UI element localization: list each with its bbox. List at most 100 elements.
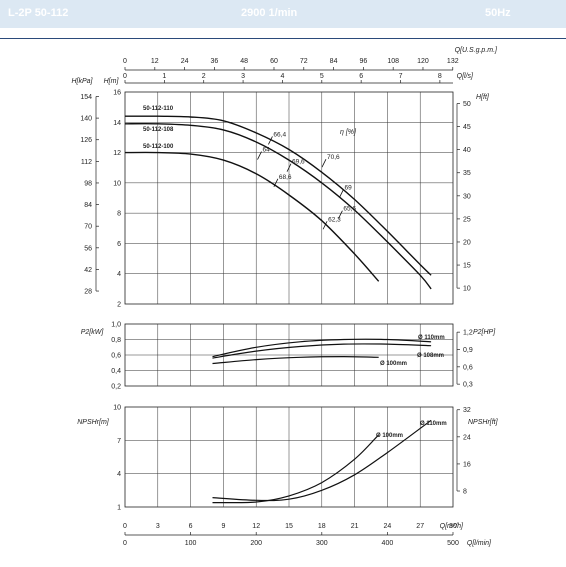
m3h-tick-label: 6 — [189, 523, 193, 530]
p2hp-axis-label: P2[HP] — [473, 329, 496, 336]
p2hp-tick-label: 0,9 — [463, 347, 473, 354]
kpa-tick-label: 84 — [84, 202, 92, 209]
hm-tick-label: 4 — [117, 271, 121, 278]
head-curve-label: 50-112-100 — [143, 144, 174, 150]
hm-tick-label: 12 — [113, 150, 121, 157]
kpa-tick-label: 112 — [81, 159, 92, 166]
kpa-tick-label: 154 — [80, 94, 92, 101]
p2kw-tick-label: 1,0 — [111, 322, 121, 329]
power-curve-Ø 100mm — [212, 355, 379, 365]
speed-title: 2900 1/min — [241, 7, 298, 19]
efficiency-mark — [273, 178, 279, 188]
efficiency-point-label: 65,6 — [343, 206, 356, 213]
hft-tick-label: 20 — [463, 239, 471, 246]
efficiency-mark — [257, 151, 262, 160]
kpa-tick-label: 98 — [84, 180, 92, 187]
header-rule — [0, 38, 566, 39]
npsh-curve-Ø 110mm — [212, 419, 432, 502]
ls-axis-label: Q[l/s] — [457, 73, 474, 80]
usgpm-tick-label: 36 — [210, 58, 218, 65]
hm-tick-label: 16 — [113, 90, 121, 97]
frequency-title: 50Hz — [485, 7, 511, 19]
power-curve-label: Ø 100mm — [380, 361, 407, 367]
ls-tick-label: 4 — [280, 73, 284, 80]
usgpm-tick-label: 60 — [270, 58, 278, 65]
header-bar: L-2P 50-112 2900 1/min 50Hz — [0, 0, 566, 28]
p2kw-tick-label: 0,6 — [111, 353, 121, 360]
usgpm-tick-label: 48 — [240, 58, 248, 65]
npsh-curve-Ø 100mm — [212, 434, 380, 504]
efficiency-point-label: 69 — [344, 184, 352, 191]
npshft-tick-label: 8 — [463, 489, 467, 496]
hft-tick-label: 45 — [463, 124, 471, 131]
ls-tick-label: 8 — [438, 73, 442, 80]
hft-tick-label: 40 — [463, 147, 471, 154]
head-curve-50-112-108 — [124, 122, 432, 290]
ls-tick-label: 1 — [162, 73, 166, 80]
head-curve-50-112-100 — [124, 151, 380, 282]
m3h-tick-label: 12 — [252, 523, 260, 530]
npsh-curve-label: Ø 100mm — [376, 433, 403, 439]
m3h-tick-label: 21 — [351, 523, 359, 530]
hft-tick-label: 15 — [463, 263, 471, 270]
efficiency-mark — [322, 221, 328, 230]
lmin-tick-label: 400 — [382, 540, 394, 547]
ls-tick-label: 5 — [320, 73, 324, 80]
hft-tick-label: 10 — [463, 286, 471, 293]
hft-tick-label: 35 — [463, 170, 471, 177]
npsh-curve-label: Ø 110mm — [420, 421, 447, 427]
lmin-axis-label: Q[l/min] — [467, 540, 492, 547]
usgpm-tick-label: 72 — [300, 58, 308, 65]
efficiency-axis-label: η [%] — [340, 129, 357, 136]
p2kw-tick-label: 0,2 — [111, 384, 121, 391]
power-curve-label: Ø 110mm — [418, 335, 445, 341]
ls-tick-label: 0 — [123, 73, 127, 80]
usgpm-tick-label: 96 — [359, 58, 367, 65]
p2hp-tick-label: 1,2 — [463, 330, 473, 337]
hft-axis-label: H[ft] — [476, 94, 490, 101]
efficiency-point-label: 62,3 — [328, 216, 341, 223]
npshm-tick-label: 7 — [117, 438, 121, 445]
p2hp-tick-label: 0,6 — [463, 364, 473, 371]
m3h-tick-label: 15 — [285, 523, 293, 530]
usgpm-tick-label: 12 — [151, 58, 159, 65]
npshft-tick-label: 16 — [463, 461, 471, 468]
head-curve-label: 50-112-110 — [143, 106, 174, 112]
kpa-tick-label: 126 — [80, 137, 92, 144]
kpa-tick-label: 28 — [84, 289, 92, 296]
efficiency-mark — [321, 158, 327, 168]
head-curve-label: 50-112-108 — [143, 127, 174, 133]
power-curve-Ø 110mm — [212, 338, 432, 358]
usgpm-tick-label: 24 — [181, 58, 189, 65]
lmin-tick-label: 300 — [316, 540, 328, 547]
m3h-tick-label: 18 — [318, 523, 326, 530]
hm-tick-label: 10 — [113, 180, 121, 187]
efficiency-point-label: 70,6 — [327, 154, 340, 161]
hm-tick-label: 14 — [113, 120, 121, 127]
m3h-tick-label: 24 — [384, 523, 392, 530]
usgpm-tick-label: 120 — [417, 58, 429, 65]
efficiency-mark — [339, 189, 344, 198]
ls-tick-label: 3 — [241, 73, 245, 80]
hm-tick-label: 6 — [117, 241, 121, 248]
npshm-axis-label: NPSHr[m] — [77, 419, 110, 426]
efficiency-mark — [338, 210, 343, 219]
hft-tick-label: 25 — [463, 216, 471, 223]
hft-tick-label: 50 — [463, 101, 471, 108]
ls-tick-label: 7 — [399, 73, 403, 80]
m3h-tick-label: 0 — [123, 523, 127, 530]
npshft-axis-label: NPSHr[ft] — [468, 419, 499, 426]
npshft-tick-label: 24 — [463, 434, 471, 441]
hm-axis-label: H[m] — [104, 78, 120, 85]
m3h-tick-label: 9 — [221, 523, 225, 530]
lmin-tick-label: 200 — [250, 540, 262, 547]
hm-tick-label: 8 — [117, 211, 121, 218]
power-curve-label: Ø 108mm — [417, 353, 444, 359]
usgpm-axis-label: Q[U.S.g.p.m.] — [455, 47, 498, 54]
kpa-tick-label: 70 — [84, 224, 92, 231]
efficiency-point-label: 68,6 — [279, 174, 292, 181]
efficiency-point-label: 69,6 — [292, 159, 305, 166]
usgpm-tick-label: 0 — [123, 58, 127, 65]
hm-tick-label: 2 — [117, 302, 121, 309]
